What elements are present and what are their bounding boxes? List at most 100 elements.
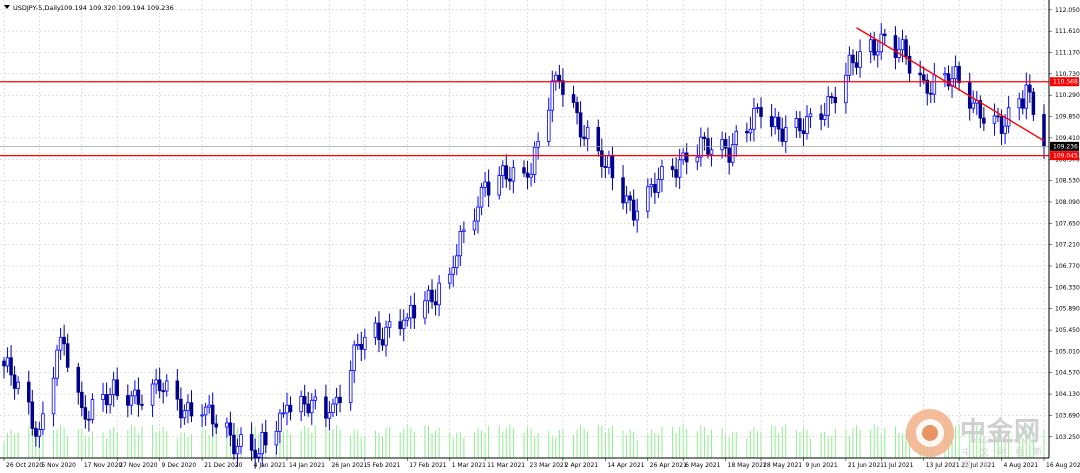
- candle-body: [278, 412, 282, 432]
- candle-body: [447, 273, 452, 284]
- candle-body: [111, 379, 116, 395]
- watermark-url: CNGOLD.COM.CN: [974, 438, 1027, 445]
- time-tick-label: 13 Jul 2021: [926, 462, 960, 469]
- candle-body: [596, 126, 601, 152]
- time-tick-label: 21 Dec 2020: [204, 462, 243, 469]
- candle-body: [104, 394, 109, 406]
- candle-body: [401, 319, 406, 330]
- candle-body: [872, 39, 876, 56]
- candle-body: [203, 406, 208, 416]
- price-tick-label: 111.610: [1055, 28, 1080, 35]
- candle-body: [55, 349, 59, 379]
- candle-body: [235, 445, 240, 455]
- candle-body: [723, 139, 728, 149]
- candle-body: [324, 396, 328, 419]
- price-tick-label: 110.730: [1055, 71, 1080, 78]
- axes: [0, 0, 1050, 459]
- time-tick-label: 4 Aug 2021: [1004, 462, 1039, 469]
- time-tick-label: 6 May 2021: [685, 462, 720, 469]
- time-tick-label: 14 Jan 2021: [289, 462, 325, 469]
- candle-body: [730, 144, 735, 163]
- candle-body: [699, 136, 703, 158]
- candle-body: [260, 432, 264, 455]
- candle-body: [309, 399, 314, 414]
- watermark-logo-icon: [906, 409, 954, 457]
- candle-body: [384, 326, 388, 346]
- candle-body: [150, 383, 155, 406]
- price-tick-label: 105.450: [1055, 327, 1080, 334]
- horizontal-levels[interactable]: [0, 81, 1049, 157]
- candle-body: [932, 74, 937, 95]
- candle-body: [925, 79, 930, 94]
- candle-body: [2, 360, 6, 367]
- candle-body: [299, 395, 303, 413]
- candle-body: [504, 165, 509, 180]
- price-tick-label: 108.090: [1055, 199, 1080, 206]
- price-tick-label: 111.170: [1055, 50, 1080, 57]
- candle-body: [412, 304, 417, 319]
- time-tick-label: 11 Mar 2021: [487, 462, 525, 469]
- candle-body: [338, 396, 342, 404]
- candlesticks[interactable]: [2, 22, 1046, 469]
- candle-body: [681, 152, 685, 161]
- candle-body: [164, 380, 169, 392]
- candle-body: [30, 401, 35, 429]
- candle-body: [844, 74, 848, 104]
- candle-body: [656, 179, 661, 193]
- candle-body: [108, 394, 112, 406]
- candle-body: [210, 404, 215, 425]
- candle-body: [207, 404, 211, 408]
- candle-body: [684, 152, 689, 163]
- candle-body: [281, 412, 286, 415]
- candle-body: [306, 403, 310, 414]
- candle-body: [734, 130, 739, 146]
- candle-body: [373, 322, 378, 338]
- candle-body: [670, 166, 675, 171]
- candle-body: [900, 39, 905, 51]
- candle-body: [561, 80, 565, 95]
- candle-body: [978, 100, 983, 119]
- candle-body: [334, 396, 339, 405]
- candle-body: [752, 108, 756, 130]
- candle-body: [649, 184, 654, 188]
- price-tick-label: 108.530: [1055, 178, 1080, 185]
- candle-body: [239, 434, 243, 447]
- candle-body: [547, 109, 551, 142]
- candle-body: [624, 195, 629, 204]
- candle-body: [822, 114, 827, 120]
- trend-line[interactable]: [856, 27, 1045, 142]
- grid-lines: [0, 0, 1049, 458]
- candle-body: [501, 165, 505, 177]
- time-tick-label: 1 Mar 2021: [452, 462, 486, 469]
- candle-body: [585, 126, 590, 140]
- price-tick-label: 104.570: [1055, 370, 1080, 377]
- time-tick-label: 2 Apr 2021: [565, 462, 598, 469]
- candle-body: [883, 33, 887, 37]
- candle-body: [228, 422, 233, 436]
- candle-body: [532, 146, 537, 175]
- time-tick-label: 18 May 2021: [728, 462, 767, 469]
- descending-trend-line: [856, 27, 1045, 142]
- watermark: 中金网 CNGOLD.COM.CN 中 文 财 经 新 媒 体: [902, 405, 1062, 471]
- time-tick-label: 26 Oct 2020: [6, 462, 43, 469]
- candle-body: [214, 423, 219, 428]
- candle-body: [175, 380, 180, 400]
- candle-body: [37, 429, 42, 437]
- candle-body: [348, 370, 353, 404]
- price-tick-label: 105.010: [1055, 348, 1080, 355]
- candle-body: [101, 394, 105, 400]
- candle-body: [529, 174, 533, 178]
- lower-level-tag: 109.045: [1053, 153, 1078, 160]
- candle-body: [186, 402, 190, 412]
- candle-body: [1003, 125, 1007, 134]
- candle-body: [363, 336, 367, 350]
- candle-body: [522, 167, 526, 174]
- candle-body: [264, 432, 268, 446]
- candle-body: [575, 102, 579, 114]
- candle-body: [773, 116, 777, 128]
- candle-body: [232, 434, 236, 455]
- candle-body: [1042, 114, 1046, 147]
